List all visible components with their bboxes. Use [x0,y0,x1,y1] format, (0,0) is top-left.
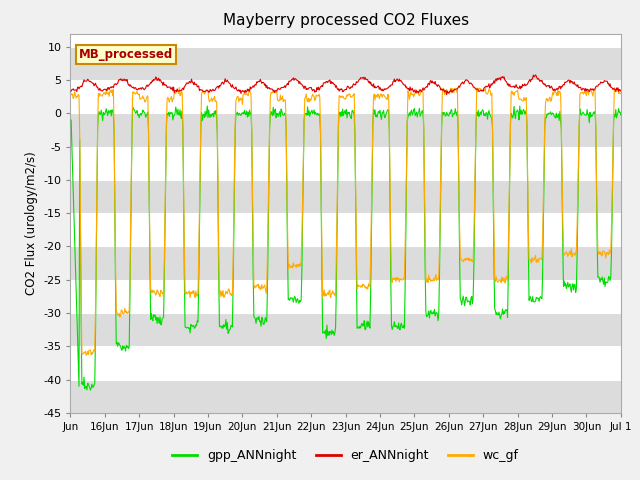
Bar [70,313,621,346]
Legend: gpp_ANNnight, er_ANNnight, wc_gf: gpp_ANNnight, er_ANNnight, wc_gf [168,444,524,467]
Bar [70,247,621,280]
Y-axis label: CO2 Flux (urology/m2/s): CO2 Flux (urology/m2/s) [25,151,38,295]
Bar [70,113,621,147]
Bar [70,180,621,213]
Bar [70,47,621,80]
Title: Mayberry processed CO2 Fluxes: Mayberry processed CO2 Fluxes [223,13,468,28]
Text: MB_processed: MB_processed [79,48,173,61]
Bar [70,380,621,413]
